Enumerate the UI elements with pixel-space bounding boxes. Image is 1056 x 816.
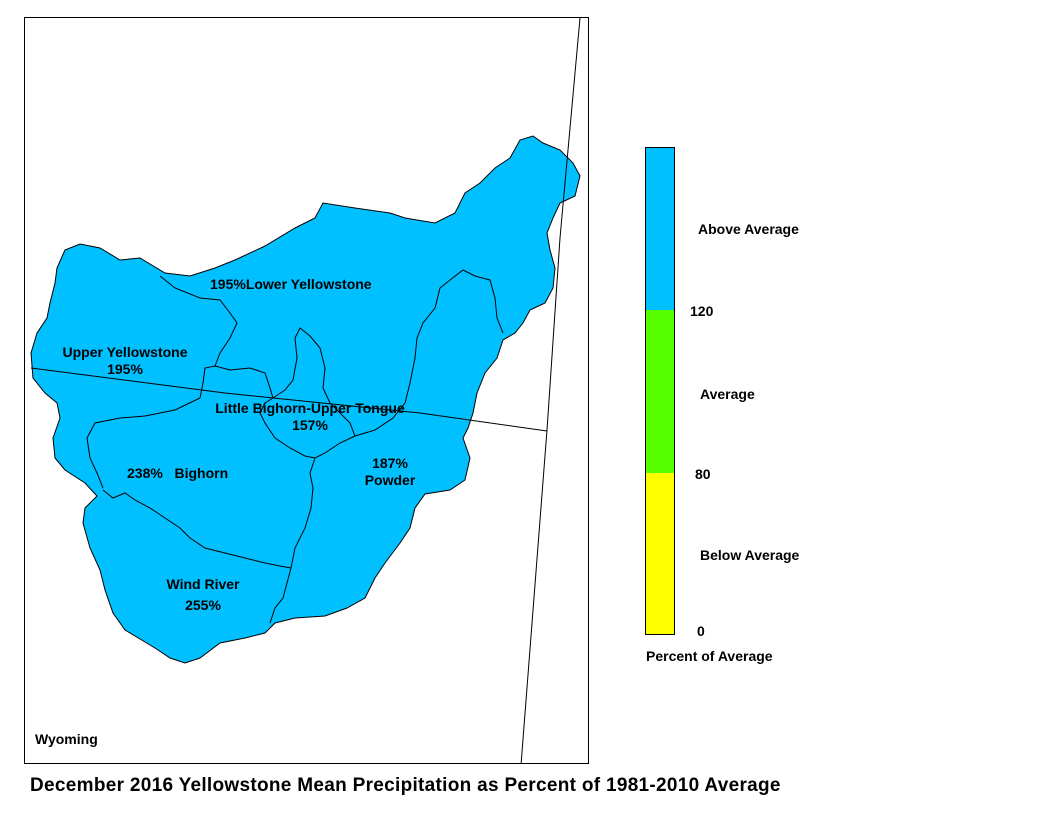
legend-label-average: Average (700, 386, 755, 402)
legend-color-bar (645, 147, 675, 635)
legend-swatch-above (646, 148, 674, 310)
basin-label-bighorn: 238% Bighorn (127, 465, 229, 481)
map-caption: December 2016 Yellowstone Mean Precipita… (30, 775, 781, 796)
basin-boundaries (86, 269, 504, 624)
legend-break-0: 0 (697, 623, 705, 639)
basin-label-upper-yellowstone: Upper Yellowstone 195% (62, 344, 188, 377)
legend-swatch-below (646, 473, 674, 634)
legend-label-above: Above Average (698, 221, 799, 237)
legend-swatch-average (646, 310, 674, 473)
basin-map (30, 18, 581, 763)
legend-break-80: 80 (695, 466, 711, 482)
legend-label-below: Below Average (700, 547, 800, 563)
basin-label-powder: 187% Powder (364, 455, 416, 488)
state-boundaries (30, 18, 581, 763)
state-label-wyoming: Wyoming (35, 731, 98, 747)
basin-label-little-bighorn-upper-tongue: Little Bighorn-Upper Tongue 157% (215, 400, 405, 433)
legend-break-120: 120 (690, 303, 714, 319)
basin-label-lower-yellowstone: 195%Lower Yellowstone (210, 276, 372, 292)
basin-region-fill (30, 135, 581, 664)
map-frame: 195%Lower Yellowstone Upper Yellowstone … (24, 17, 589, 764)
legend-title: Percent of Average (646, 648, 773, 664)
basin-label-wind-river: Wind River 255% (166, 576, 240, 613)
